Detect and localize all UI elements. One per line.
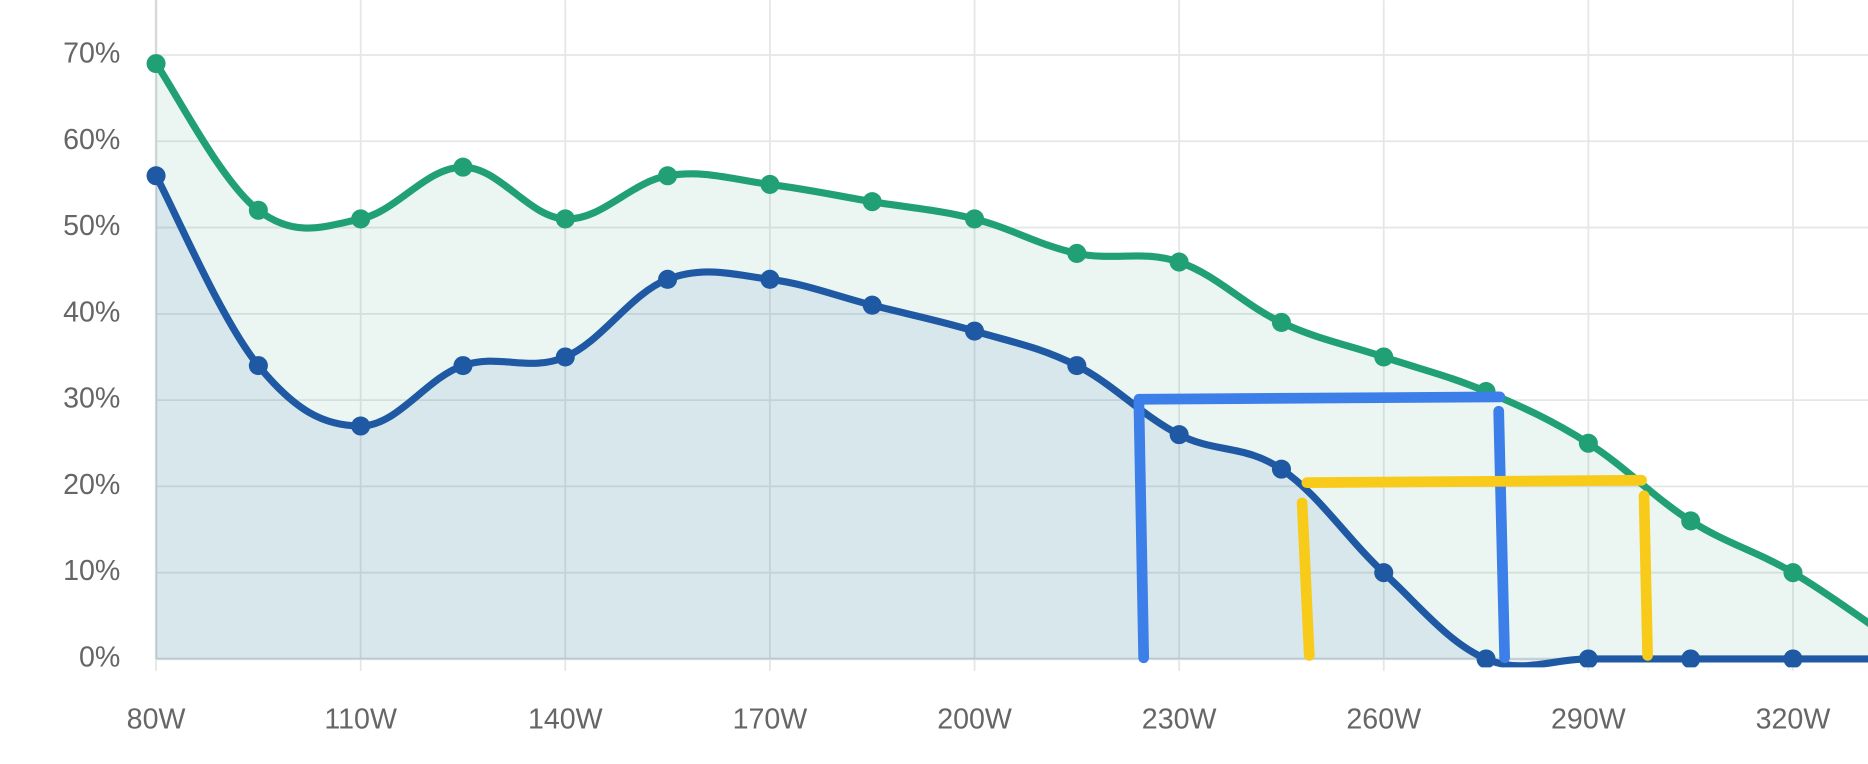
blue-annotation (1133, 391, 1511, 664)
x-tick-label: 80W (127, 703, 186, 735)
data-point (1578, 433, 1598, 453)
data-point (658, 269, 678, 289)
data-point (1374, 563, 1394, 583)
data-point (1169, 252, 1189, 272)
y-tick-label: 70% (63, 38, 120, 70)
data-point (1783, 649, 1803, 668)
y-tick-label: 10% (63, 555, 120, 587)
data-point (1271, 312, 1291, 332)
data-point (1681, 511, 1701, 531)
data-point (555, 209, 575, 229)
data-point (1067, 356, 1087, 376)
data-point (248, 356, 268, 376)
x-tick-label: 170W (733, 703, 808, 735)
data-point (1271, 459, 1291, 479)
data-point (862, 192, 882, 212)
y-tick-label: 40% (63, 296, 120, 328)
yellow-annotation (1296, 474, 1653, 661)
data-point (1374, 347, 1394, 367)
data-point (351, 416, 371, 436)
y-tick-label: 60% (63, 124, 120, 156)
data-point (555, 347, 575, 367)
tick-labels: 0% 10% 20% 30% 40% 50% 60% 70% 80W 110W 140W 170W 20… (63, 38, 1830, 736)
data-point (1681, 649, 1701, 668)
y-tick-label: 20% (63, 469, 120, 501)
area-fill (156, 175, 1868, 666)
area-fill (156, 63, 1868, 659)
x-tick-label: 230W (1142, 703, 1217, 735)
data-point (146, 54, 166, 74)
data-point (453, 157, 473, 177)
series-line (153, 61, 1868, 627)
data-point (658, 166, 678, 186)
data-point (1169, 425, 1189, 445)
data-point (964, 321, 985, 341)
x-tick-label: 110W (324, 703, 397, 735)
data-point (1578, 649, 1598, 668)
x-tick-label: 290W (1551, 703, 1626, 735)
data-point (248, 200, 268, 220)
data-point (1067, 243, 1087, 263)
data-point (146, 166, 166, 186)
data-point (760, 174, 780, 194)
data-point (453, 356, 473, 376)
data-point (1476, 649, 1496, 668)
x-tick-label: 260W (1346, 703, 1421, 735)
data-point (862, 295, 882, 315)
x-tick-label: 320W (1756, 703, 1831, 735)
x-tick-label: 200W (937, 703, 1012, 735)
plot-area (146, 54, 1868, 668)
y-tick-label: 0% (79, 642, 120, 674)
y-tick-label: 30% (63, 383, 120, 415)
annotations (1133, 391, 1653, 664)
data-point (760, 269, 780, 289)
data-point (964, 209, 985, 229)
data-point (351, 209, 371, 229)
data-point (1783, 563, 1803, 583)
x-tick-label: 140W (528, 703, 603, 735)
y-tick-label: 50% (63, 210, 120, 242)
